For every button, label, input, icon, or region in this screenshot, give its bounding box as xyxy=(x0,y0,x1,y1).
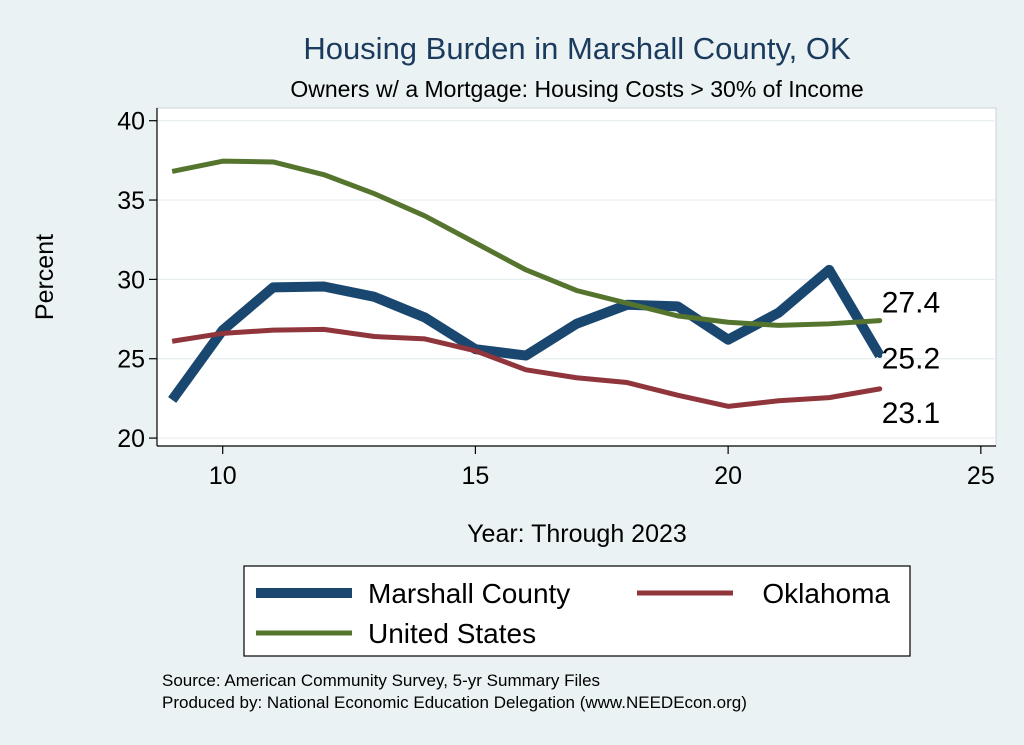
y-tick-label: 30 xyxy=(117,266,145,294)
end-label-marshall-county: 25.2 xyxy=(882,343,940,376)
end-label-oklahoma: 23.1 xyxy=(882,397,940,430)
axis-ticks: 20 25 30 35 40 10 15 20 25 xyxy=(117,108,995,490)
x-tick-label: 20 xyxy=(714,462,742,490)
y-tick-label: 25 xyxy=(117,346,145,374)
series-line-united-states xyxy=(171,158,880,328)
end-point-oklahoma xyxy=(877,386,883,392)
y-tick-label: 40 xyxy=(117,108,145,136)
plot-area xyxy=(156,107,997,447)
x-tick-label: 25 xyxy=(967,462,995,490)
series-line-marshall-county xyxy=(168,264,885,403)
y-tick-label: 35 xyxy=(117,187,145,215)
x-axis-title: Year: Through 2023 xyxy=(467,520,687,548)
legend: Marshall County Oklahoma United States xyxy=(243,565,911,657)
legend-box xyxy=(243,565,911,657)
x-tick-label: 15 xyxy=(462,462,490,490)
series-lines xyxy=(168,158,885,409)
chart-subtitle: Owners w/ a Mortgage: Housing Costs > 30… xyxy=(290,76,863,102)
grid-lines xyxy=(157,120,996,439)
x-tick-label: 10 xyxy=(209,462,237,490)
end-point-united-states xyxy=(877,318,883,324)
legend-label-united-states: United States xyxy=(368,618,536,649)
legend-label-oklahoma: Oklahoma xyxy=(762,578,890,609)
source-note: Source: American Community Survey, 5-yr … xyxy=(162,671,600,690)
end-label-united-states: 27.4 xyxy=(882,287,940,320)
producer-note: Produced by: National Economic Education… xyxy=(162,693,747,712)
chart-title: Housing Burden in Marshall County, OK xyxy=(303,31,851,66)
legend-label-marshall-county: Marshall County xyxy=(368,578,570,609)
y-axis-title: Percent xyxy=(31,234,59,320)
end-labels: 25.2 23.1 27.4 xyxy=(882,287,940,430)
end-point-marshall-county xyxy=(877,353,883,359)
y-tick-label: 20 xyxy=(117,425,145,453)
series-line-oklahoma xyxy=(171,326,881,409)
